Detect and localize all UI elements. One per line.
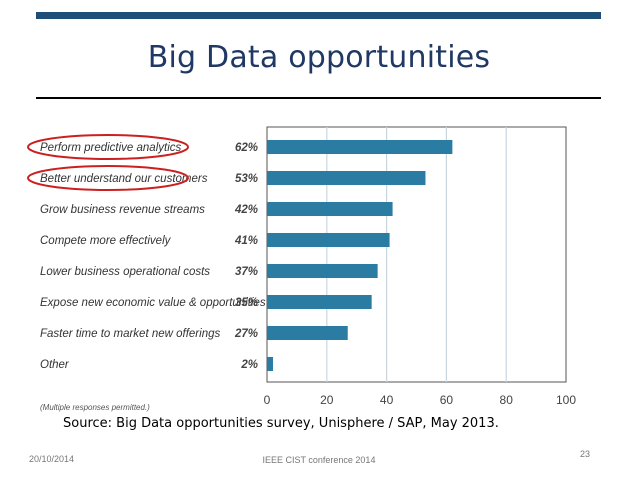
data-label: 62% xyxy=(235,142,258,154)
bar xyxy=(267,171,426,185)
title-divider xyxy=(36,97,601,99)
category-label: Better understand our customers xyxy=(40,173,208,185)
x-tick-label: 0 xyxy=(264,393,271,407)
x-tick-label: 100 xyxy=(556,393,576,407)
x-tick-label: 80 xyxy=(500,393,514,407)
footer-date: 20/10/2014 xyxy=(29,454,75,464)
page-number: 23 xyxy=(580,449,591,459)
category-label: Grow business revenue streams xyxy=(40,204,205,216)
category-label: Lower business operational costs xyxy=(40,266,210,278)
data-label: 35% xyxy=(235,297,258,309)
highlight-ellipse xyxy=(27,134,189,160)
data-label: 53% xyxy=(235,173,258,185)
x-tick-label: 20 xyxy=(320,393,334,407)
bar xyxy=(267,140,453,154)
category-label: Expose new economic value & opportunitie… xyxy=(40,297,266,309)
top-accent-bar xyxy=(36,12,601,19)
bar-chart: 0 20 40 60 80 100 Perform predictive analytics… xyxy=(20,120,600,420)
bar xyxy=(267,202,393,216)
plot-frame xyxy=(266,126,567,383)
category-label: Other xyxy=(40,359,70,371)
bar xyxy=(267,264,378,278)
data-label: 37% xyxy=(235,266,258,278)
slide-title: Big Data opportunities xyxy=(147,40,491,75)
bar-chart-svg: 0 20 40 60 80 100 Perform predictive analytics… xyxy=(27,126,576,412)
highlight-ellipse xyxy=(27,165,189,191)
category-label: Perform predictive analytics xyxy=(40,142,181,154)
bar xyxy=(267,295,372,309)
data-label: 27% xyxy=(234,328,258,340)
data-label: 2% xyxy=(240,359,258,371)
chart-note: (Multiple responses permitted.) xyxy=(40,403,150,412)
data-label: 42% xyxy=(234,204,258,216)
x-tick-label: 40 xyxy=(380,393,394,407)
source-citation: Source: Big Data opportunities survey, U… xyxy=(63,416,499,431)
bar xyxy=(267,233,390,247)
category-label: Faster time to market new offerings xyxy=(40,328,220,340)
bar xyxy=(267,357,273,371)
footer-conference: IEEE CIST conference 2014 xyxy=(262,455,376,465)
bar xyxy=(267,326,348,340)
category-label: Compete more effectively xyxy=(40,235,172,247)
x-tick-label: 60 xyxy=(440,393,454,407)
data-label: 41% xyxy=(234,235,258,247)
